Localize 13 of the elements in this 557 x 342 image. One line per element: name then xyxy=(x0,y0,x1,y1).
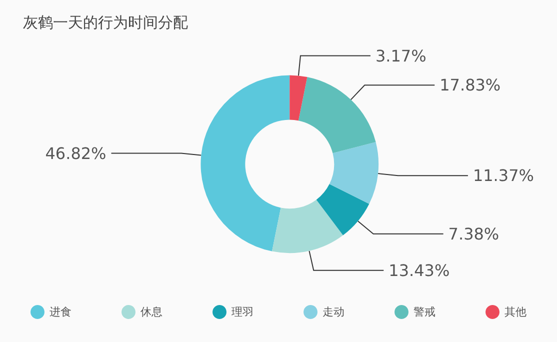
data-label: 13.43% xyxy=(388,260,450,280)
data-label: 7.38% xyxy=(448,224,500,244)
legend-label: 走动 xyxy=(322,306,344,318)
data-label: 46.82% xyxy=(45,144,106,163)
legend-label: 休息 xyxy=(140,306,162,318)
data-label: 17.83% xyxy=(440,76,501,95)
legend-label: 理羽 xyxy=(232,306,254,318)
chart-title: 灰鹤一天的行为时间分配 xyxy=(23,14,188,32)
data-label: 3.17% xyxy=(375,46,426,66)
legend-label: 进食 xyxy=(50,306,72,318)
legend-label: 其他 xyxy=(504,306,526,318)
data-label: 11.37% xyxy=(472,166,534,186)
legend-label: 警戒 xyxy=(414,306,436,318)
